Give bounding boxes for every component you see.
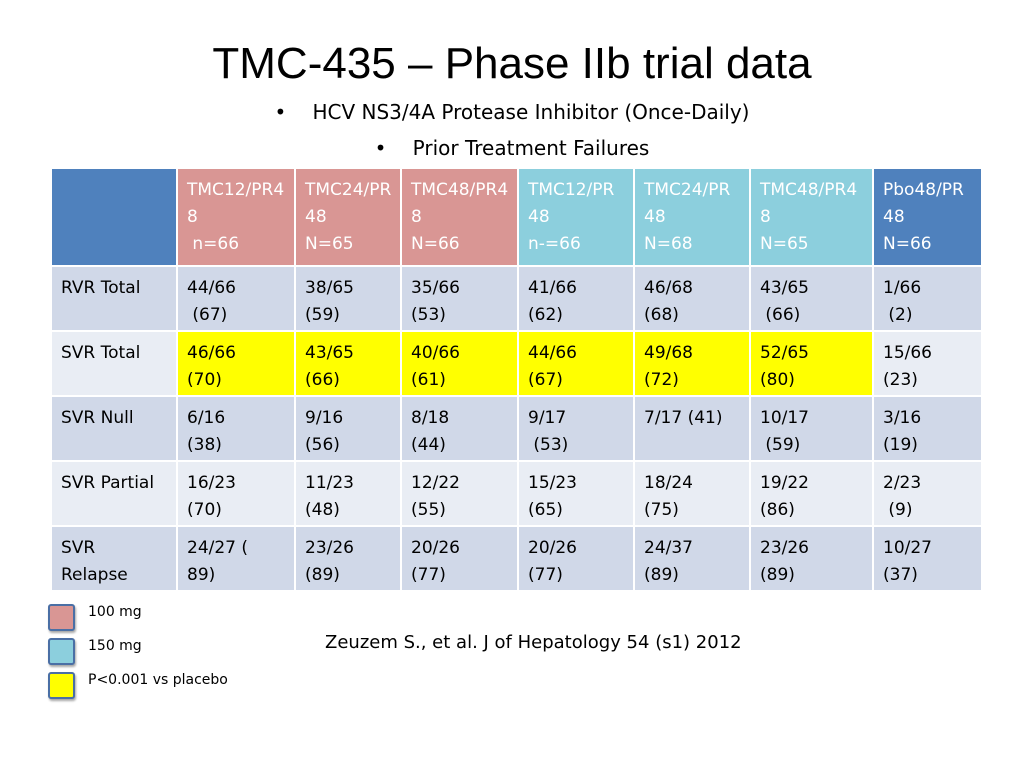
table-cell: 44/66 (67): [176, 265, 296, 332]
table-cell-highlighted: 44/66 (67): [517, 330, 635, 397]
table-cell: 23/26 (89): [294, 525, 402, 592]
bullet-marker: •: [274, 100, 287, 124]
table-cell: 23/26 (89): [749, 525, 874, 592]
table-cell: 43/65 (66): [749, 265, 874, 332]
table-cell: 18/24 (75): [633, 460, 751, 527]
table-cell: 20/26 (77): [517, 525, 635, 592]
table-cell: 9/16 (56): [294, 395, 402, 462]
slide-title: TMC-435 – Phase IIb trial data: [212, 39, 812, 88]
legend-label: 100 mg: [88, 604, 142, 620]
table-cell-highlighted: 52/65 (80): [749, 330, 874, 397]
legend-label: P<0.001 vs placebo: [88, 672, 228, 688]
table-cell-highlighted: 40/66 (61): [400, 330, 519, 397]
bullet-item: • Prior Treatment Failures: [0, 134, 1024, 170]
header-cell-tmc24-100mg: TMC24/PR48 N=65: [294, 167, 402, 267]
legend-swatch-100mg: [48, 604, 75, 631]
table-row: SVR Relapse 24/27 ( 89) 23/26 (89) 20/26…: [50, 525, 983, 592]
table-cell-highlighted: 43/65 (66): [294, 330, 402, 397]
legend-swatch-150mg: [48, 638, 75, 665]
bullet-item: • HCV NS3/4A Protease Inhibitor (Once-Dai…: [0, 98, 1024, 134]
table-cell-highlighted: 46/66 (70): [176, 330, 296, 397]
row-label: SVR Relapse: [50, 525, 178, 592]
table-cell: 38/65 (59): [294, 265, 402, 332]
table-row: RVR Total 44/66 (67) 38/65 (59) 35/66 (5…: [50, 265, 983, 332]
table-row: SVR Total 46/66 (70) 43/65 (66) 40/66 (6…: [50, 330, 983, 397]
header-cell-corner: [50, 167, 178, 267]
table-cell: 15/66 (23): [872, 330, 983, 397]
bullet-marker: •: [374, 136, 387, 160]
trial-data-table: TMC12/PR48 n=66 TMC24/PR48 N=65 TMC48/PR…: [50, 167, 983, 592]
bullet-text: Prior Treatment Failures: [412, 136, 650, 160]
table-cell: 19/22 (86): [749, 460, 874, 527]
table-cell: 11/23 (48): [294, 460, 402, 527]
table-cell: 9/17 (53): [517, 395, 635, 462]
table-row: SVR Null 6/16 (38) 9/16 (56) 8/18 (44) 9…: [50, 395, 983, 462]
table-cell-highlighted: 49/68 (72): [633, 330, 751, 397]
table-cell: 16/23 (70): [176, 460, 296, 527]
table-cell: 8/18 (44): [400, 395, 519, 462]
table-cell: 10/17 (59): [749, 395, 874, 462]
row-label: SVR Null: [50, 395, 178, 462]
header-cell-tmc48-100mg: TMC48/PR48 N=66: [400, 167, 519, 267]
citation: Zeuzem S., et al. J of Hepatology 54 (s1…: [325, 632, 742, 653]
table-cell: 24/27 ( 89): [176, 525, 296, 592]
header-cell-tmc12-100mg: TMC12/PR48 n=66: [176, 167, 296, 267]
bullet-list: • HCV NS3/4A Protease Inhibitor (Once-Dai…: [0, 98, 1024, 170]
table-cell: 35/66 (53): [400, 265, 519, 332]
row-label: SVR Partial: [50, 460, 178, 527]
table-cell: 10/27 (37): [872, 525, 983, 592]
header-cell-tmc24-150mg: TMC24/PR48 N=68: [633, 167, 751, 267]
header-cell-tmc12-150mg: TMC12/PR48 n-=66: [517, 167, 635, 267]
table-cell: 1/66 (2): [872, 265, 983, 332]
table-cell: 20/26 (77): [400, 525, 519, 592]
row-label: RVR Total: [50, 265, 178, 332]
table-cell: 15/23 (65): [517, 460, 635, 527]
table-row: SVR Partial 16/23 (70) 11/23 (48) 12/22 …: [50, 460, 983, 527]
table-cell: 41/66 (62): [517, 265, 635, 332]
legend-label: 150 mg: [88, 638, 142, 654]
table-cell: 24/37 (89): [633, 525, 751, 592]
table-cell: 7/17 (41): [633, 395, 751, 462]
table-cell: 3/16 (19): [872, 395, 983, 462]
bullet-text: HCV NS3/4A Protease Inhibitor (Once-Dail…: [312, 100, 750, 124]
table-header-row: TMC12/PR48 n=66 TMC24/PR48 N=65 TMC48/PR…: [50, 167, 983, 267]
table-cell: 2/23 (9): [872, 460, 983, 527]
table-cell: 46/68 (68): [633, 265, 751, 332]
row-label: SVR Total: [50, 330, 178, 397]
header-cell-placebo: Pbo48/PR48 N=66: [872, 167, 983, 267]
legend-swatch-significance: [48, 672, 75, 699]
table-cell: 12/22 (55): [400, 460, 519, 527]
header-cell-tmc48-150mg: TMC48/PR48 N=65: [749, 167, 874, 267]
table-cell: 6/16 (38): [176, 395, 296, 462]
